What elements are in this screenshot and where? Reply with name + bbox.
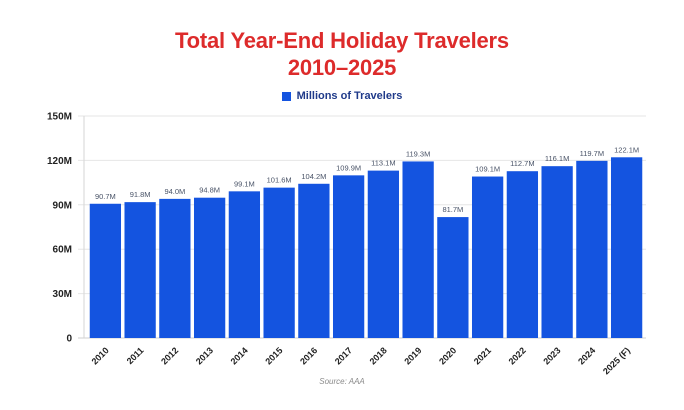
bar-data-label: 104.2M xyxy=(301,172,326,181)
x-tick-label: 2015 xyxy=(263,345,284,366)
bar xyxy=(263,187,295,338)
bar xyxy=(89,203,122,338)
bar xyxy=(506,171,539,338)
bar xyxy=(576,160,608,338)
bar xyxy=(193,197,226,338)
bar xyxy=(159,198,191,338)
bar xyxy=(367,170,400,338)
x-tick-label: 2025 (F) xyxy=(601,345,632,376)
bar-data-label: 81.7M xyxy=(442,205,463,214)
x-tick-label: 2024 xyxy=(576,345,597,366)
bar xyxy=(541,166,573,338)
bar-data-label: 109.1M xyxy=(475,165,500,174)
y-tick-label: 150M xyxy=(47,112,72,123)
x-tick-label: 2017 xyxy=(333,345,354,366)
bar xyxy=(437,217,469,338)
x-tick-label: 2011 xyxy=(125,345,146,366)
bar xyxy=(610,157,643,338)
bar xyxy=(228,191,261,338)
x-tick-label: 2010 xyxy=(90,345,111,366)
bar xyxy=(298,183,330,338)
y-tick-label: 120M xyxy=(47,156,72,167)
bar xyxy=(402,161,434,338)
bar xyxy=(471,176,504,338)
y-tick-label: 30M xyxy=(53,289,72,300)
source-note: Source: AAA xyxy=(319,377,365,386)
bar-data-label: 113.1M xyxy=(371,159,395,168)
chart-legend: Millions of Travelers xyxy=(0,88,684,104)
bar-data-label: 91.8M xyxy=(130,190,151,199)
x-tick-label: 2018 xyxy=(368,345,389,366)
x-tick-label: 2013 xyxy=(194,345,215,366)
bar-data-label: 101.6M xyxy=(267,176,292,185)
y-tick-label: 90M xyxy=(53,200,72,211)
bar-data-label: 109.9M xyxy=(336,163,361,172)
x-tick-label: 2014 xyxy=(229,345,250,366)
bar xyxy=(124,202,156,338)
bar-data-label: 94.0M xyxy=(164,187,185,196)
x-tick-label: 2012 xyxy=(159,345,180,366)
bar-data-label: 119.3M xyxy=(406,149,430,158)
bar-data-label: 122.1M xyxy=(614,145,639,154)
x-tick-label: 2023 xyxy=(541,345,562,366)
bar xyxy=(332,175,365,338)
bar-data-label: 119.7M xyxy=(580,149,604,158)
bar-data-label: 112.7M xyxy=(510,159,534,168)
legend-label: Millions of Travelers xyxy=(296,90,403,102)
chart-title-line-2: 2010–2025 xyxy=(287,55,397,80)
chart-title-line-1: Total Year-End Holiday Travelers xyxy=(175,28,509,53)
y-tick-label: 0 xyxy=(66,334,72,345)
x-tick-label: 2022 xyxy=(507,345,528,366)
legend-swatch xyxy=(281,91,291,101)
x-tick-label: 2021 xyxy=(472,345,493,366)
x-tick-label: 2019 xyxy=(402,345,423,366)
bar-data-label: 99.1M xyxy=(234,179,255,188)
bar-data-label: 116.1M xyxy=(545,154,569,163)
x-tick-label: 2020 xyxy=(437,345,458,366)
y-tick-label: 60M xyxy=(53,245,72,256)
chart-title: Total Year-End Holiday Travelers 2010–20… xyxy=(0,27,684,81)
x-tick-label: 2016 xyxy=(298,345,319,366)
bar-data-label: 94.8M xyxy=(199,186,220,195)
bar-data-label: 90.7M xyxy=(95,192,116,201)
